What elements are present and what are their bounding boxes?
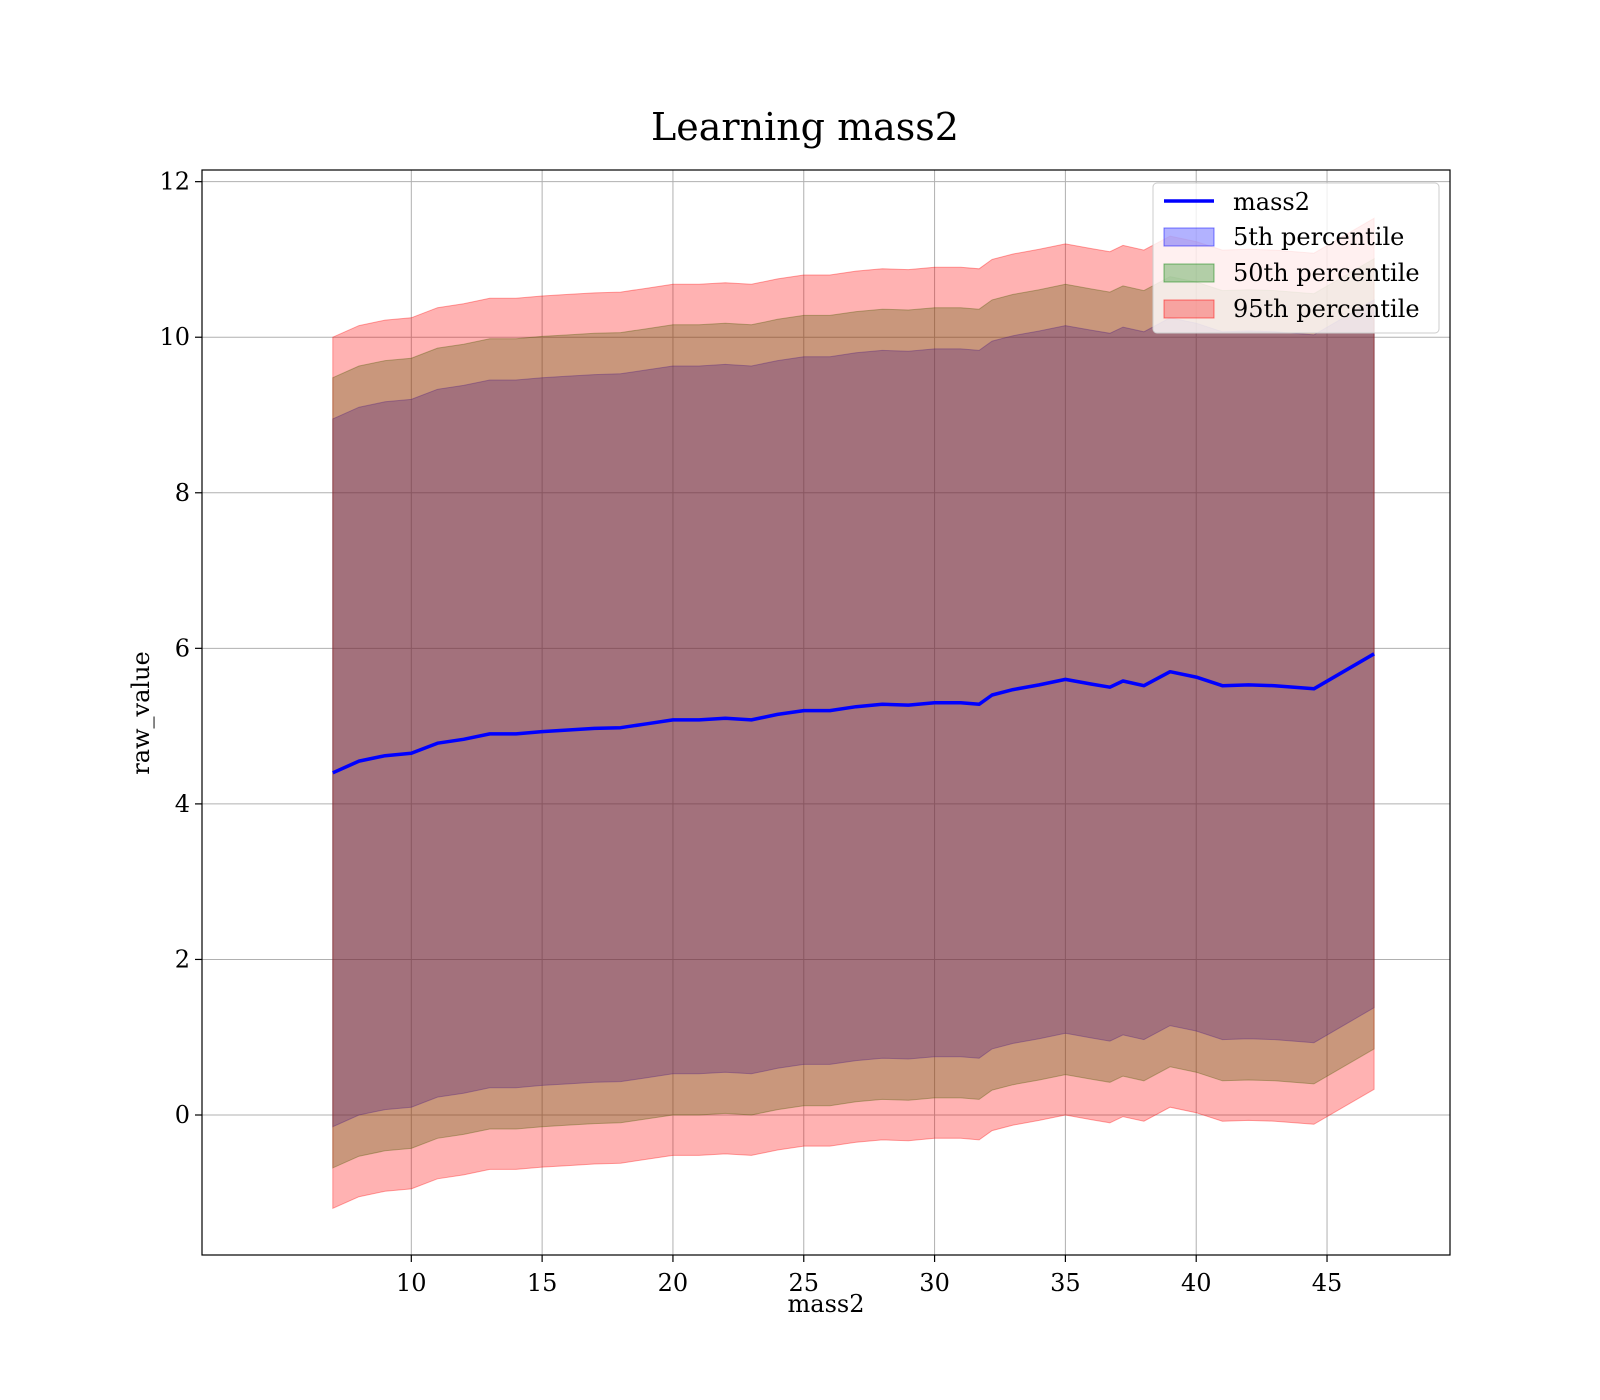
legend-swatch-5th-percentile [1163,227,1215,247]
legend-label-50th-percentile: 50th percentile [1233,259,1420,287]
legend: mass2 5th percentile 50th percentile 95t… [1152,182,1440,334]
y-tick-label: 0 [175,1101,190,1129]
plot-background [202,170,1450,1255]
y-axis-label: raw_value [127,651,155,775]
x-tick-label: 15 [527,1269,558,1297]
chart-title: Learning mass2 [651,105,959,149]
x-axis-ticks: 10 15 20 25 30 35 40 45 [396,1255,1342,1297]
series-line-mass2 [332,652,1375,775]
percentile-bands [332,217,1375,1210]
x-tick-label: 20 [658,1269,689,1297]
legend-label-95th-percentile: 95th percentile [1233,295,1420,323]
x-tick-label: 30 [919,1269,950,1297]
y-axis-ticks: 0 2 4 6 8 10 12 [159,168,202,1129]
band-50th-percentile [332,257,1375,1169]
y-tick-label: 2 [175,945,190,973]
legend-label-5th-percentile: 5th percentile [1233,223,1404,251]
band-5th-percentile [332,299,1375,1128]
y-tick-label: 4 [175,790,190,818]
legend-swatch-50th-percentile [1163,263,1215,283]
axes-frame [201,169,1451,1256]
y-gridlines [202,181,1450,1116]
x-tick-label: 10 [396,1269,427,1297]
x-axis-label: mass2 [788,1290,865,1318]
legend-swatch-95th-percentile [1163,299,1215,319]
y-tick-label: 12 [159,168,190,196]
x-tick-label: 45 [1312,1269,1343,1297]
x-tick-label: 40 [1181,1269,1212,1297]
x-tick-label: 25 [788,1269,819,1297]
legend-box [1152,182,1440,334]
band-95th-percentile [332,217,1375,1210]
y-tick-label: 6 [175,634,190,662]
plot-area [201,169,1451,1256]
y-tick-label: 8 [175,479,190,507]
legend-label-mass2: mass2 [1233,188,1310,216]
x-tick-label: 35 [1050,1269,1081,1297]
y-tick-label: 10 [159,323,190,351]
x-gridlines [410,170,1328,1255]
